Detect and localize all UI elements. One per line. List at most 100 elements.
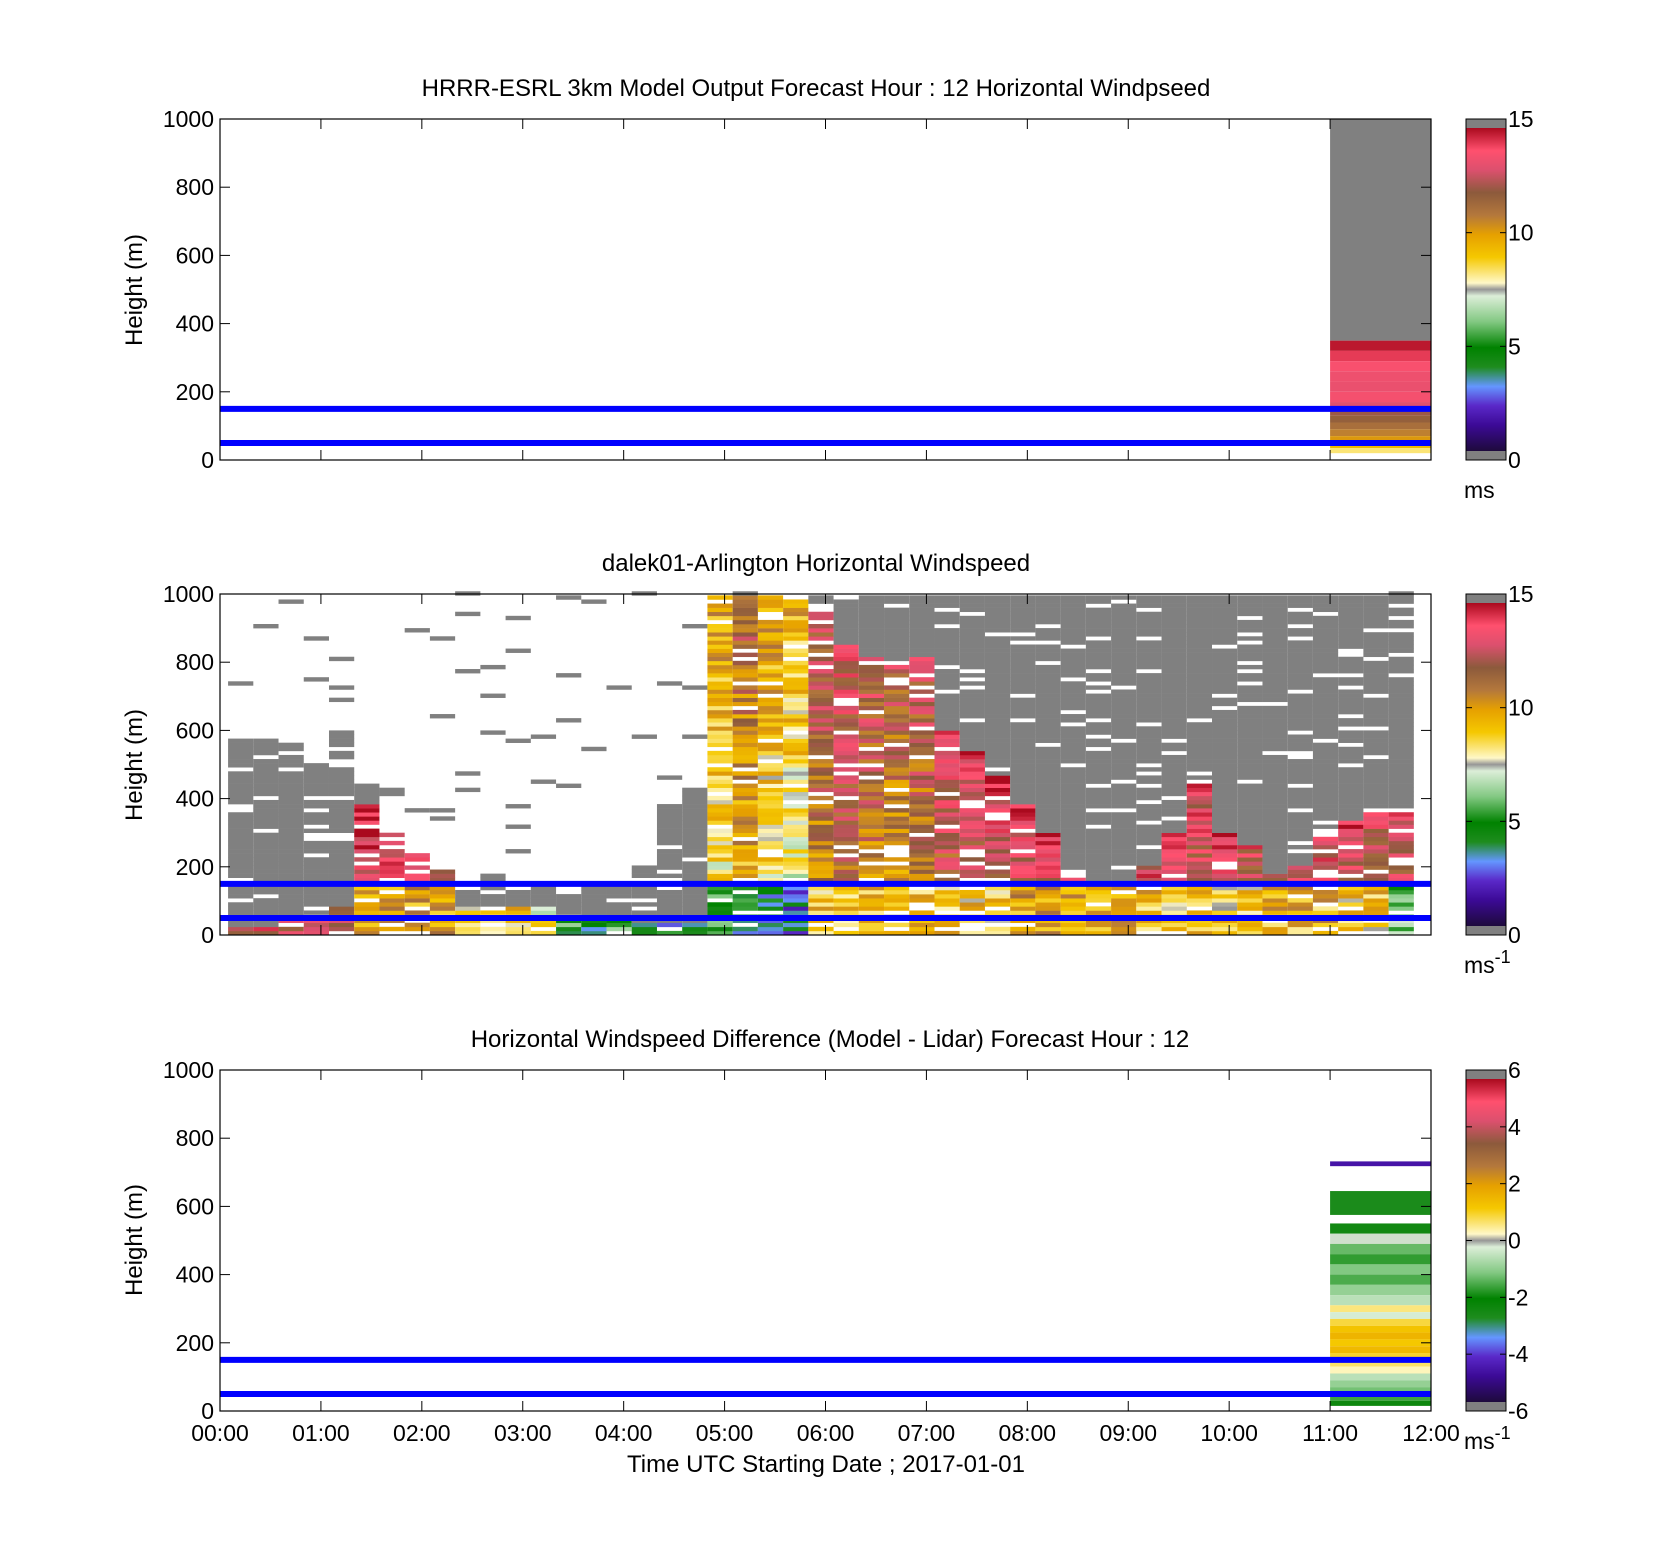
heatmap-cell	[1237, 677, 1263, 682]
heatmap-cell	[1060, 628, 1086, 633]
heatmap-cell	[1186, 767, 1213, 772]
heatmap-cell	[757, 714, 784, 719]
heatmap-cell	[1312, 726, 1339, 731]
heatmap-cell	[757, 599, 784, 604]
heatmap-cell	[858, 640, 885, 645]
heatmap-cell	[707, 632, 733, 637]
heatmap-cell	[858, 832, 885, 838]
heatmap-cell	[253, 844, 279, 850]
heatmap-cell	[1136, 660, 1162, 666]
heatmap-cell	[1186, 640, 1213, 645]
heatmap-cell	[1388, 812, 1414, 817]
heatmap-cell	[808, 628, 834, 633]
heatmap-cell	[1287, 705, 1313, 711]
heatmap-cell	[1035, 824, 1061, 829]
heatmap-cell	[732, 677, 758, 682]
heatmap-cell	[1111, 816, 1137, 821]
heatmap-cell	[1085, 791, 1112, 797]
heatmap-cell	[253, 824, 279, 829]
heatmap-cell	[328, 910, 355, 915]
heatmap-cell	[1388, 767, 1414, 772]
heatmap-cell	[1161, 787, 1187, 793]
heatmap-cell	[884, 783, 910, 788]
heatmap-cell	[732, 926, 758, 932]
heatmap-cell	[1111, 857, 1137, 862]
heatmap-cell	[1010, 787, 1036, 793]
heatmap-cell	[1035, 791, 1061, 797]
heatmap-cell	[1237, 910, 1263, 915]
heatmap-cell	[1010, 767, 1036, 772]
heatmap-cell	[1161, 660, 1187, 666]
y-tick-label: 1000	[163, 581, 214, 607]
heatmap-cell	[1035, 709, 1061, 715]
heatmap-cell	[1010, 840, 1036, 846]
heatmap-cell	[1262, 857, 1288, 862]
heatmap-cell	[682, 873, 708, 879]
heatmap-cell	[1312, 705, 1339, 711]
heatmap-cell	[1136, 730, 1162, 735]
heatmap-cell	[732, 873, 758, 879]
heatmap-cell	[1388, 836, 1414, 842]
heatmap-cell	[959, 902, 985, 907]
heatmap-cell	[1161, 677, 1187, 682]
heatmap-cell	[1237, 652, 1263, 658]
heatmap-cell	[909, 820, 935, 825]
heatmap-cell	[1287, 718, 1313, 723]
heatmap-cell	[1111, 783, 1137, 788]
heatmap-cell	[480, 664, 506, 670]
heatmap-cell	[1287, 828, 1313, 833]
heatmap-cell	[1161, 791, 1187, 797]
heatmap-cell	[1111, 722, 1137, 727]
heatmap-cell	[253, 926, 279, 932]
heatmap-cell	[833, 726, 859, 731]
heatmap-cell	[1060, 894, 1086, 899]
heatmap-cell	[228, 775, 254, 780]
heatmap-cell	[1136, 824, 1162, 829]
heatmap-cell	[1338, 709, 1364, 715]
heatmap-cell	[1161, 754, 1187, 760]
heatmap-cell	[833, 714, 859, 719]
heatmap-cell	[1060, 730, 1086, 735]
heatmap-cell	[278, 832, 304, 838]
heatmap-cell	[505, 615, 531, 621]
heatmap-cell	[732, 718, 758, 723]
heatmap-cell	[1237, 836, 1263, 842]
heatmap-cell	[228, 795, 254, 801]
heatmap-cell	[934, 771, 960, 776]
heatmap-cell	[934, 930, 960, 936]
heatmap-cell	[328, 799, 355, 805]
heatmap-cell	[1111, 624, 1137, 629]
heatmap-cell	[808, 656, 834, 662]
heatmap-cell	[909, 611, 935, 617]
heatmap-cell	[1060, 791, 1086, 797]
heatmap-cell	[1237, 775, 1263, 780]
heatmap-cell	[1262, 783, 1288, 788]
heatmap-cell	[656, 849, 683, 854]
heatmap-cell	[1212, 816, 1238, 821]
heatmap-cell	[1010, 607, 1036, 613]
heatmap-cell	[1111, 869, 1137, 874]
heatmap-cell	[1262, 673, 1288, 678]
heatmap-cell	[783, 738, 809, 743]
heatmap-cell	[1060, 603, 1086, 608]
heatmap-cell	[909, 816, 935, 821]
heatmap-cell	[1111, 746, 1137, 752]
heatmap-cell	[1363, 775, 1389, 780]
heatmap-cell	[1287, 603, 1313, 608]
heatmap-cell	[354, 930, 380, 936]
heatmap-cell	[783, 636, 809, 641]
heatmap-cell	[959, 701, 985, 707]
heatmap-cell	[732, 669, 758, 674]
heatmap-cell	[1287, 861, 1313, 866]
heatmap-cell	[1060, 816, 1086, 821]
heatmap-cell	[1136, 877, 1162, 883]
heatmap-cell	[1237, 664, 1263, 670]
heatmap-cell	[1237, 873, 1263, 879]
heatmap-cell	[303, 922, 329, 928]
heatmap-cell	[1262, 795, 1288, 801]
heatmap-cell	[783, 836, 809, 842]
heatmap-cell	[1035, 857, 1061, 862]
heatmap-cell	[1363, 844, 1389, 850]
heatmap-cell	[354, 799, 380, 805]
heatmap-cell	[1330, 1243, 1431, 1255]
